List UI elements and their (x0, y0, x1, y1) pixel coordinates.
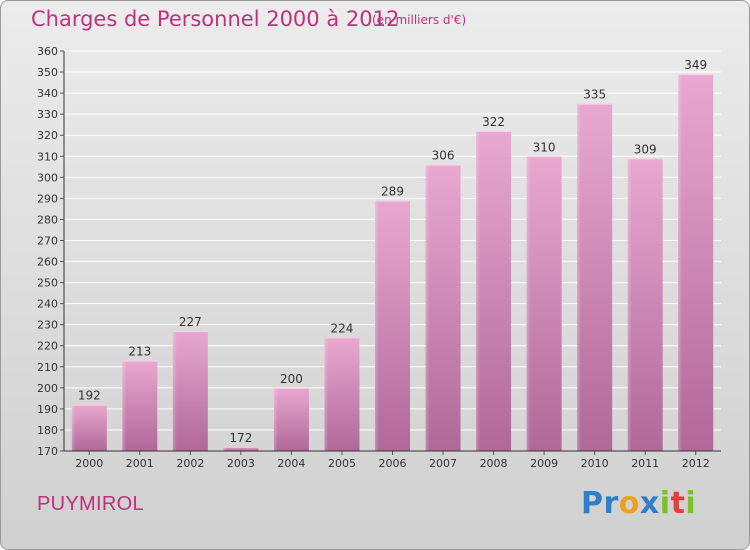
bars (71, 74, 714, 452)
bar (375, 200, 410, 451)
bar-highlight (71, 404, 76, 451)
commune-name: PUYMIROL (37, 493, 144, 515)
bar-highlight (172, 331, 177, 451)
logo-letter: i (659, 486, 671, 521)
bar (476, 131, 512, 451)
y-tick-label: 250 (37, 277, 58, 290)
data-label: 224 (331, 321, 354, 335)
bar-highlight (425, 164, 430, 451)
chart-subtitle: (en milliers d'€) (372, 13, 467, 27)
bar-highlight (577, 103, 582, 451)
bar (577, 103, 613, 451)
data-label: 227 (179, 315, 202, 329)
data-label: 200 (280, 372, 303, 386)
data-label: 349 (684, 58, 707, 72)
bar-highlight (476, 131, 481, 451)
bar-highlight (526, 156, 531, 451)
data-label: 310 (533, 140, 556, 154)
x-tick-label: 2011 (631, 457, 659, 470)
y-tick-label: 280 (37, 213, 58, 226)
x-tick-label: 2004 (277, 457, 305, 470)
data-label: 172 (229, 431, 252, 445)
x-tick-label: 2006 (379, 457, 407, 470)
proxiti-logo: Proxiti (581, 486, 696, 521)
x-tick-label: 2000 (75, 457, 103, 470)
logo-letter: P (581, 486, 604, 521)
data-label: 289 (381, 184, 404, 198)
axes (60, 50, 721, 455)
bar (678, 74, 714, 451)
y-tick-label: 230 (37, 319, 58, 332)
y-tick-label: 170 (37, 445, 58, 458)
bar-highlight (122, 360, 127, 451)
x-tick-label: 2003 (227, 457, 255, 470)
bar (324, 337, 360, 451)
logo-letter: i (685, 486, 697, 521)
data-label: 309 (634, 142, 657, 156)
y-tick-label: 210 (37, 361, 58, 374)
x-tick-label: 2009 (530, 457, 558, 470)
bar-highlight (627, 158, 632, 452)
bar-highlight (375, 200, 379, 451)
data-label: 306 (432, 149, 455, 163)
x-tick-label: 2012 (682, 457, 710, 470)
bar (273, 387, 309, 451)
x-tick-label: 2007 (429, 457, 457, 470)
bar (425, 164, 461, 451)
y-tick-label: 300 (37, 171, 58, 184)
y-tick-label: 340 (37, 87, 58, 100)
y-tick-label: 330 (37, 108, 58, 121)
y-tick-label: 260 (37, 256, 58, 269)
y-tick-label: 270 (37, 234, 58, 247)
y-tick-label: 180 (37, 424, 58, 437)
bar-highlight (324, 337, 329, 451)
x-tick-label: 2005 (328, 457, 356, 470)
x-tick-label: 2010 (581, 457, 609, 470)
bar-highlight (678, 74, 683, 451)
bar-highlight (223, 446, 228, 451)
x-tick-label: 2001 (126, 457, 154, 470)
y-tick-label: 190 (37, 403, 58, 416)
y-tick-label: 220 (37, 340, 58, 353)
bar (223, 446, 259, 451)
bar (526, 156, 562, 451)
y-tick-label: 290 (37, 192, 58, 205)
y-tick-label: 320 (37, 129, 58, 142)
logo-letter: o (618, 486, 640, 521)
bar (172, 331, 208, 451)
y-tick-label: 310 (37, 150, 58, 163)
x-tick-label: 2002 (176, 457, 204, 470)
x-tick-label: 2008 (480, 457, 508, 470)
bar (71, 404, 107, 451)
y-tick-label: 350 (37, 66, 58, 79)
logo-letter: t (670, 486, 686, 521)
logo-letter: r (603, 486, 619, 521)
chart-title: Charges de Personnel 2000 à 2012 (31, 7, 400, 31)
labels: 170 180 190 200 210 220 230 240 250 260 270 280 290 3… (37, 45, 710, 470)
data-label: 335 (583, 88, 606, 102)
bar (122, 360, 158, 451)
y-tick-label: 360 (37, 45, 58, 58)
logo-letter: x (639, 486, 660, 521)
bar-highlight (273, 387, 278, 451)
data-label: 322 (482, 115, 505, 129)
y-tick-label: 200 (37, 382, 58, 395)
data-label: 192 (78, 389, 101, 403)
data-label: 213 (128, 344, 151, 358)
bar (627, 158, 663, 452)
y-tick-label: 240 (37, 298, 58, 311)
